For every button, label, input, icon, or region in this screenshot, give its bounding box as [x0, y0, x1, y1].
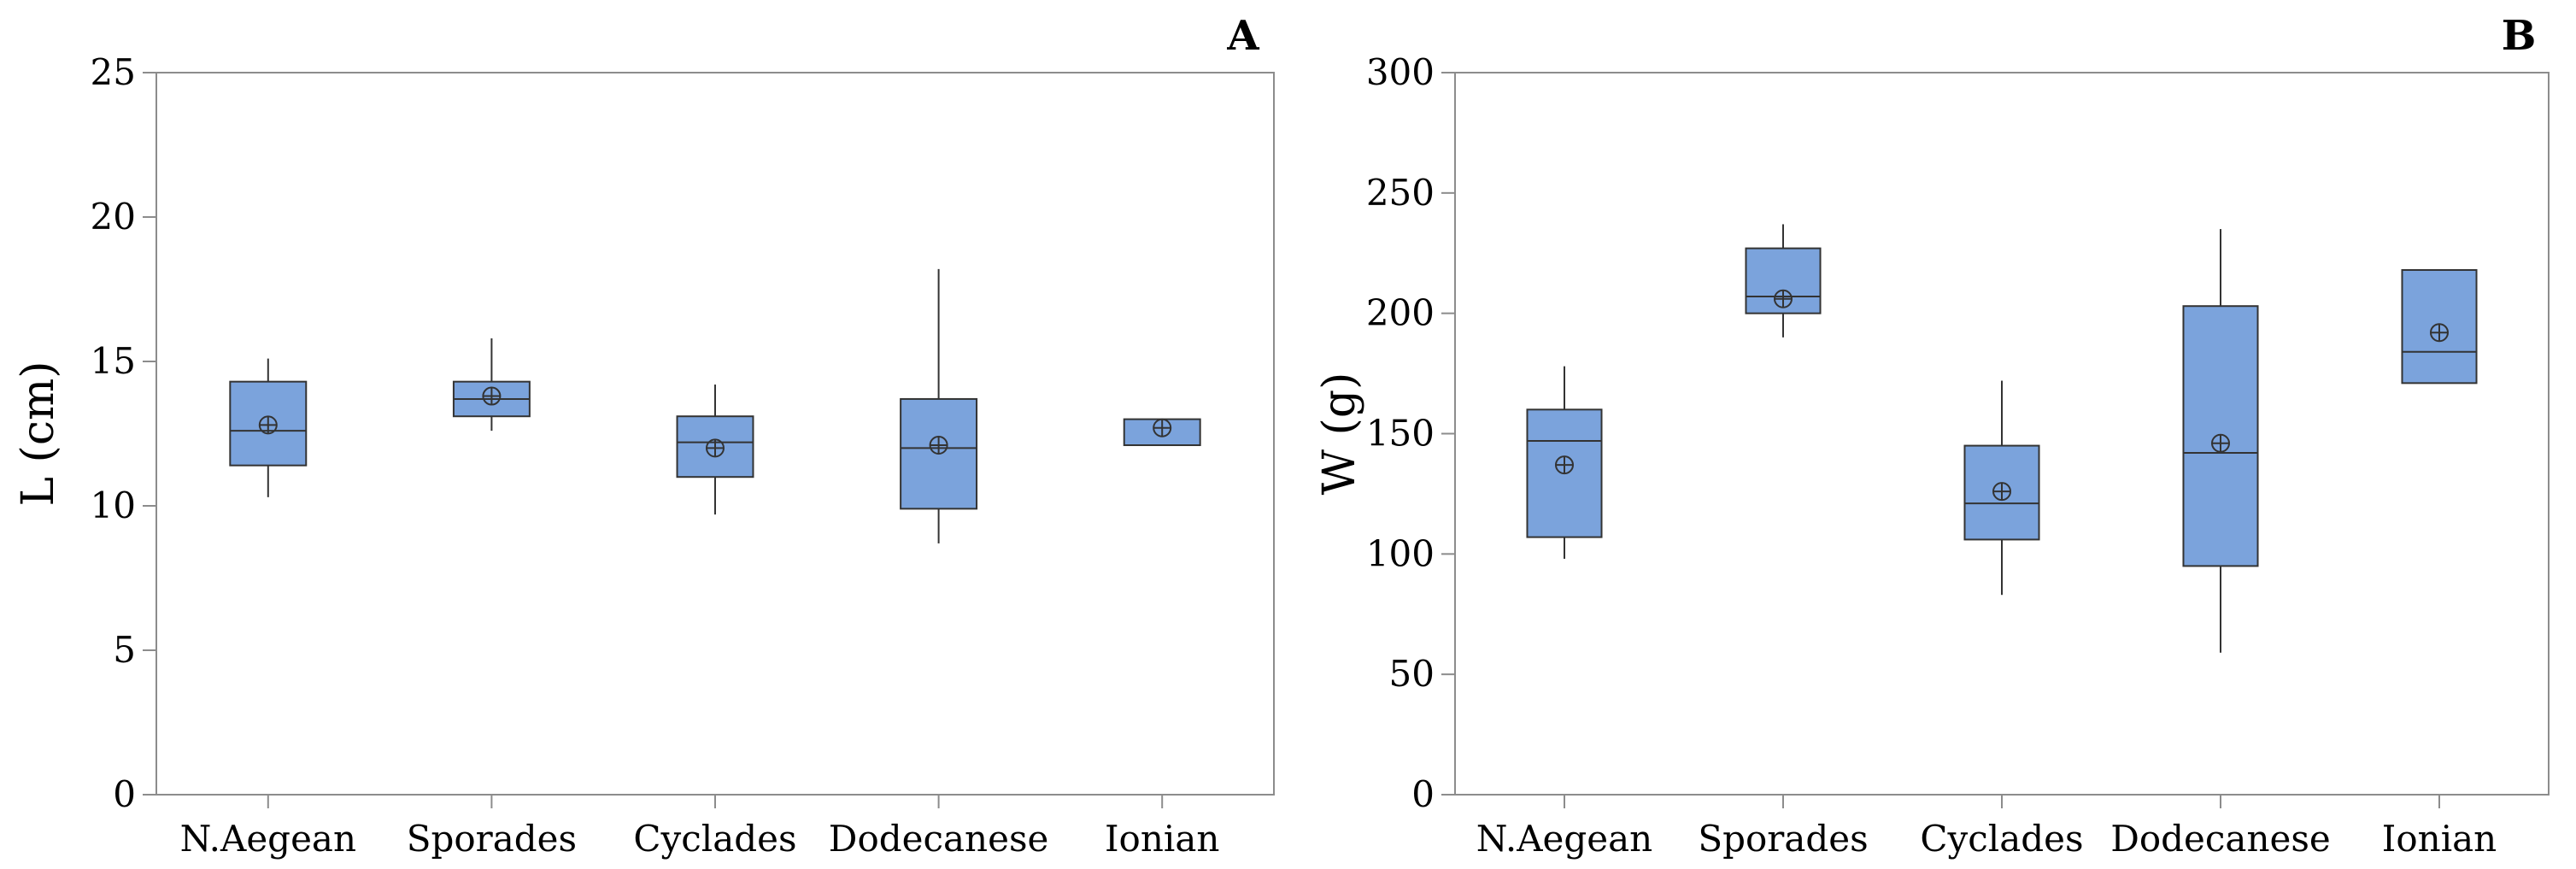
y-tick-label: 0 [113, 773, 136, 815]
x-category-label: Cyclades [1920, 818, 2083, 860]
y-axis-title: W (g) [1314, 373, 1365, 496]
y-tick-label: 20 [91, 196, 136, 238]
panel-letter: B [2502, 12, 2537, 60]
box-cyclades [1963, 380, 2040, 596]
box-n-aegean [1526, 366, 1603, 559]
x-category-label: N.Aegean [180, 818, 356, 860]
panel-letter: A [1226, 12, 1259, 60]
x-category-label: N.Aegean [1476, 818, 1652, 860]
box-iqr [1963, 444, 2040, 541]
box-n-aegean [229, 358, 308, 497]
box-cyclades [676, 385, 754, 515]
y-tick-label: 25 [91, 51, 136, 93]
x-category-label: Dodecanese [2110, 818, 2331, 860]
panel-b: 0 50 100 150 200 250 300 N.Aegean Sporades Cyclad… [1314, 12, 2550, 860]
box-dodecanese [2182, 229, 2259, 653]
x-category-label: Cyclades [633, 818, 796, 860]
y-tick-label: 10 [91, 484, 136, 526]
box-dodecanese [900, 268, 978, 543]
y-tick-label: 50 [1389, 653, 1435, 695]
box-sporades [1745, 224, 1822, 338]
box-ionian [1123, 418, 1201, 447]
y-tick-label: 100 [1366, 532, 1435, 574]
panel-a: 0 5 10 15 20 25 N.Aegean Sporades Cyclades Dodeca… [13, 12, 1275, 860]
y-tick-label: 5 [113, 629, 136, 671]
x-category-label: Sporades [1698, 818, 1868, 860]
x-category-label: Ionian [1105, 818, 1219, 860]
y-tick-label: 150 [1366, 413, 1435, 455]
y-tick-label: 200 [1366, 292, 1435, 334]
x-category-label: Sporades [407, 818, 577, 860]
y-tick-label: 250 [1366, 172, 1435, 214]
x-category-label: Dodecanese [829, 818, 1049, 860]
y-tick-label: 300 [1366, 51, 1435, 93]
box-ionian [2401, 268, 2478, 385]
box-sporades [452, 338, 531, 432]
y-axis-title: L (cm) [13, 361, 64, 506]
y-tick-label: 0 [1411, 773, 1435, 815]
y-tick-label: 15 [91, 340, 136, 382]
x-category-label: Ionian [2382, 818, 2497, 860]
